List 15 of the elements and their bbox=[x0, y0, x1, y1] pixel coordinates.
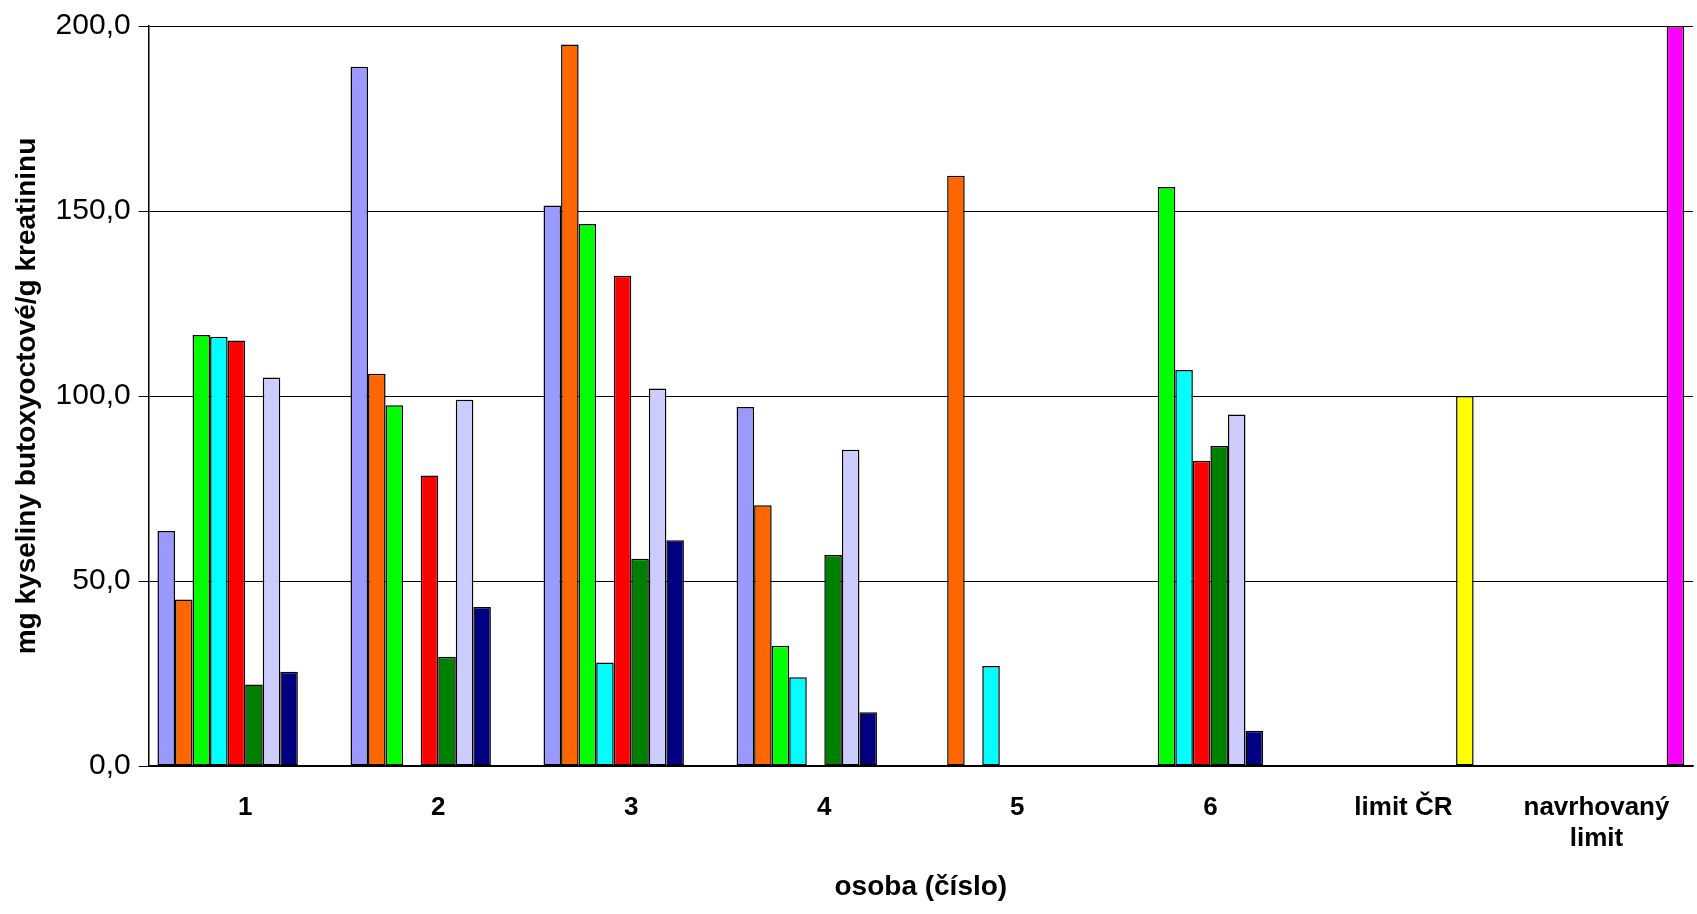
x-tick-label: 3 bbox=[624, 790, 639, 821]
x-tick-label: 1 bbox=[237, 790, 253, 821]
x-tick-label: limit ČR bbox=[1354, 790, 1453, 821]
y-axis-title: mg kyseliny butoxyoctové/g kreatininu bbox=[9, 137, 41, 655]
y-tick-label: 100,0 bbox=[55, 377, 131, 411]
x-tick-label: navrhovaný limit bbox=[1523, 790, 1670, 852]
x-tick-label: 6 bbox=[1203, 790, 1218, 821]
y-tick-label: 150,0 bbox=[55, 192, 131, 226]
y-tick-label: 200,0 bbox=[55, 7, 131, 41]
y-tick-label: 0,0 bbox=[88, 747, 131, 781]
x-axis-title: osoba (číslo) bbox=[834, 869, 1008, 901]
x-tick-label: 5 bbox=[1010, 790, 1025, 821]
y-tick-label: 50,0 bbox=[72, 562, 131, 596]
x-tick-label: 2 bbox=[431, 790, 446, 821]
x-tick-label: 4 bbox=[817, 790, 833, 821]
